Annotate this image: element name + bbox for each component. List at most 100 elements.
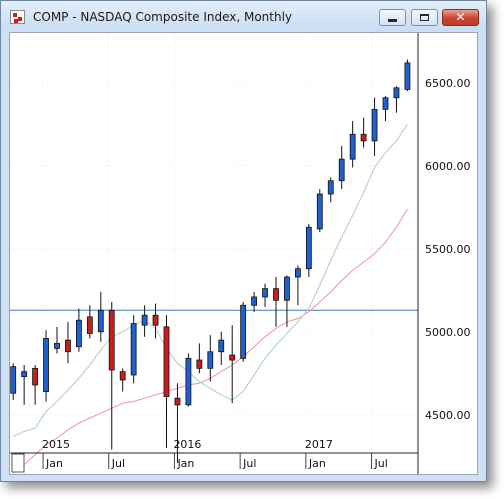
candle (338, 145, 345, 190)
candlestick-chart[interactable]: 6500.00 6000.00 5500.00 5000.00 4500.00 2015… (10, 33, 477, 474)
candle-body (152, 314, 159, 326)
candle (119, 368, 126, 392)
candle-body (207, 351, 214, 369)
candle-body (349, 133, 356, 160)
candle (130, 315, 137, 384)
candle (371, 97, 378, 156)
candle-body (229, 354, 236, 361)
candle (163, 315, 170, 449)
candle (327, 177, 334, 203)
candle (349, 120, 356, 168)
candle (273, 277, 279, 327)
candle (316, 189, 323, 233)
candle (218, 331, 225, 366)
price-label: 5000.00 (425, 326, 471, 339)
candle (10, 363, 17, 400)
candle-body (262, 288, 268, 298)
candle-body (218, 339, 225, 353)
title-bar[interactable]: COMP - NASDAQ Composite Index, Monthly ✕ (1, 1, 486, 31)
candle (86, 305, 93, 339)
chart-area[interactable]: 6500.00 6000.00 5500.00 5000.00 4500.00 2015… (9, 32, 478, 475)
candle-body (32, 367, 39, 386)
candle-body (251, 296, 258, 306)
month-label: Jan (45, 457, 63, 470)
close-icon: ✕ (455, 10, 466, 24)
candle (54, 326, 60, 354)
candle (21, 365, 28, 405)
price-axis-labels: 6500.00 6000.00 5500.00 5000.00 4500.00 (425, 77, 471, 422)
year-label: 2017 (305, 438, 333, 451)
candle-body (185, 357, 192, 406)
candle-body (404, 62, 411, 90)
month-label: Jul (111, 457, 125, 470)
candle-body (141, 314, 148, 326)
candle (360, 117, 367, 148)
candle-body (196, 359, 203, 369)
candle (32, 365, 39, 405)
candle-body (294, 268, 301, 278)
candle (305, 223, 312, 278)
candle-body (382, 97, 389, 110)
price-label: 5500.00 (425, 243, 471, 256)
close-button[interactable]: ✕ (442, 9, 479, 26)
candle (108, 301, 115, 450)
candle (65, 321, 71, 364)
month-label: Jul (374, 457, 388, 470)
candle-body (130, 323, 137, 376)
candle (196, 343, 203, 374)
candle (251, 291, 258, 312)
chart-app-icon (10, 10, 25, 24)
minimize-icon (388, 19, 397, 22)
candle-body (163, 326, 170, 397)
candle (393, 86, 400, 113)
candle (294, 265, 301, 306)
chart-window: COMP - NASDAQ Composite Index, Monthly ✕… (0, 0, 487, 482)
candle (262, 283, 268, 307)
time-axis-corner-box[interactable] (11, 453, 25, 473)
candle-body (316, 193, 323, 230)
candle-body (97, 309, 104, 333)
candle-body (65, 339, 71, 353)
candle (185, 353, 192, 407)
candle-body (76, 319, 82, 348)
year-label: 2016 (173, 438, 201, 451)
candle (43, 330, 49, 402)
maximize-button[interactable] (411, 9, 438, 26)
candle (97, 291, 104, 342)
candle-body (360, 133, 367, 142)
time-axis-labels: 2015 2016 2017 Jan Jul Jan Jul Jan Jul (42, 438, 388, 470)
candle (284, 275, 290, 327)
candle-body (327, 180, 334, 195)
candle-body (10, 366, 17, 394)
candle-body (371, 108, 378, 142)
candle-body (21, 371, 28, 378)
month-label: Jul (242, 457, 256, 470)
candle-body (108, 309, 115, 371)
candles (10, 59, 411, 463)
maximize-icon (420, 14, 429, 21)
month-label: Jan (308, 457, 326, 470)
candle-body (119, 371, 126, 381)
minimize-button[interactable] (379, 9, 406, 26)
candle-body (240, 304, 247, 359)
candle (174, 383, 181, 463)
candle (76, 308, 82, 352)
candle (207, 335, 214, 382)
candle-body (273, 288, 279, 301)
candle-body (174, 397, 181, 406)
candle (152, 303, 159, 339)
price-label: 4500.00 (425, 409, 471, 422)
candle-body (338, 158, 345, 182)
price-label: 6500.00 (425, 77, 471, 90)
price-label: 6000.00 (425, 160, 471, 173)
candle-body (54, 343, 60, 349)
candle (404, 59, 411, 92)
candle-body (305, 226, 312, 270)
candle (240, 301, 247, 362)
candle (382, 96, 389, 121)
candle-body (284, 276, 290, 301)
short-moving-average-line (12, 123, 408, 437)
candle (141, 305, 148, 337)
month-label: Jan (176, 457, 194, 470)
year-label: 2015 (42, 438, 70, 451)
